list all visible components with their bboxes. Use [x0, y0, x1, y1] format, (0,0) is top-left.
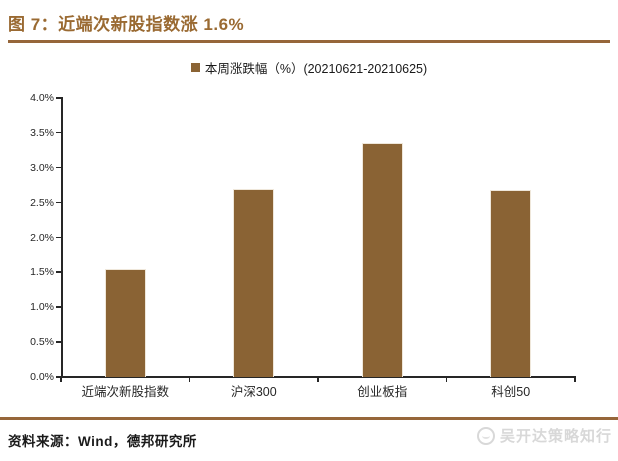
chart-legend: 本周涨跌幅（%）(20210621-20210625): [0, 58, 618, 77]
watermark-text: 吴开达策略知行: [499, 428, 612, 445]
y-axis-tick-mark: [56, 201, 61, 204]
watermark-logo-icon: [476, 426, 495, 445]
x-axis-tick-mark: [445, 377, 447, 382]
x-axis-tick-mark: [188, 377, 190, 382]
y-axis-tick-label: 1.0%: [30, 301, 54, 314]
title-divider: [8, 40, 610, 43]
y-axis-tick-mark: [56, 131, 61, 134]
y-axis-tick-mark: [56, 97, 61, 99]
y-axis-tick-label: 2.5%: [30, 196, 54, 209]
x-axis-tick-mark: [317, 377, 319, 382]
y-axis-tick-label: 0.5%: [30, 336, 54, 349]
y-axis-tick-mark: [56, 166, 61, 169]
y-axis-tick-mark: [56, 376, 61, 378]
legend-swatch-icon: [190, 63, 200, 72]
y-axis-tick-mark: [56, 236, 61, 238]
y-axis-tick-label: 1.5%: [30, 266, 54, 279]
y-axis-tick-label: 2.0%: [30, 231, 54, 244]
x-axis-category-label: 创业板指: [357, 385, 408, 399]
y-axis-tick-mark: [56, 271, 61, 273]
y-axis-tick-label: 3.0%: [30, 161, 54, 174]
source-note: 资料来源：Wind，德邦研究所: [8, 434, 197, 449]
x-axis-tick-mark: [574, 377, 576, 382]
bar: [361, 143, 403, 377]
legend-label: 本周涨跌幅（%）(20210621-20210625): [204, 62, 428, 76]
x-axis-category-label: 沪深300: [230, 385, 277, 399]
bar: [490, 190, 532, 377]
x-axis-tick-mark: [60, 377, 62, 382]
x-axis-category-label: 近端次新股指数: [81, 385, 169, 399]
y-axis-tick-mark: [56, 306, 61, 308]
bar: [233, 188, 275, 377]
y-axis-tick-label: 4.0%: [30, 92, 54, 104]
y-axis-tick-label: 0.0%: [30, 371, 54, 383]
footer-divider: [0, 417, 618, 420]
x-axis-line: [61, 376, 576, 378]
y-axis-tick-label: 3.5%: [30, 126, 54, 139]
watermark: 吴开达策略知行: [476, 425, 612, 446]
x-axis-category-label: 科创50: [491, 385, 531, 399]
figure-title: 图 7：近端次新股指数涨 1.6%: [8, 15, 245, 34]
y-axis-tick-mark: [56, 341, 61, 343]
bar: [104, 268, 146, 377]
y-axis-line: [61, 97, 63, 378]
